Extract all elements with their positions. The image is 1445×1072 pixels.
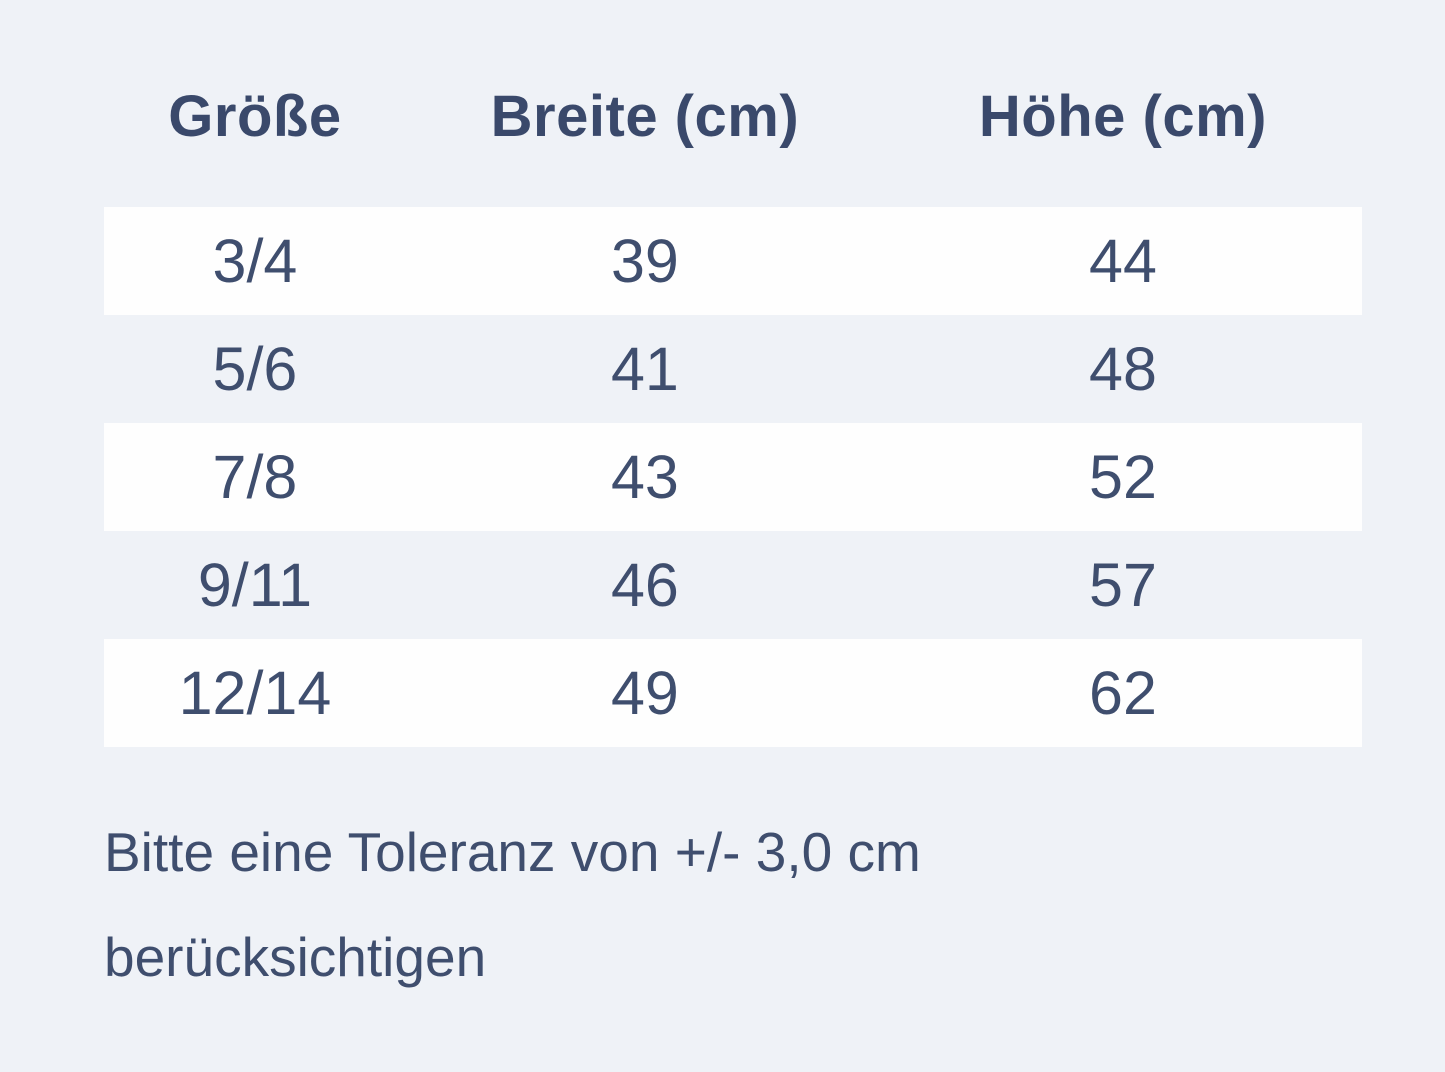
cell-breite: 41	[610, 335, 679, 403]
table-row: 7/8 43 52	[104, 423, 1362, 531]
cell-size: 3/4	[212, 227, 298, 295]
cell-hoehe: 48	[1089, 335, 1157, 403]
size-chart-body: 3/4 39 44 5/6 41 48 7/8 43 52 9/11 46 57…	[104, 207, 1362, 747]
tolerance-note-line2: berücksichtigen	[104, 926, 487, 988]
cell-breite: 46	[610, 551, 679, 619]
cell-breite: 49	[610, 659, 679, 727]
cell-size: 5/6	[212, 335, 298, 403]
cell-breite: 43	[610, 443, 679, 511]
cell-hoehe: 52	[1089, 443, 1157, 511]
size-chart-header: Größe Breite (cm) Höhe (cm)	[104, 62, 1362, 170]
cell-hoehe: 44	[1089, 227, 1157, 295]
header-breite: Breite (cm)	[490, 83, 800, 149]
cell-breite: 39	[610, 227, 679, 295]
header-hoehe: Höhe (cm)	[978, 83, 1267, 149]
cell-hoehe: 57	[1089, 551, 1157, 619]
table-row: 12/14 49 62	[104, 639, 1362, 747]
cell-hoehe: 62	[1089, 659, 1157, 727]
cell-size: 7/8	[212, 443, 298, 511]
tolerance-note-line1: Bitte eine Toleranz von +/- 3,0 cm	[104, 821, 921, 883]
table-row: 3/4 39 44	[104, 207, 1362, 315]
cell-size: 12/14	[178, 659, 332, 727]
size-chart: Größe Breite (cm) Höhe (cm) 3/4 39 44 5/…	[104, 62, 1362, 1010]
table-row: 5/6 41 48	[104, 315, 1362, 423]
header-groesse: Größe	[168, 83, 342, 149]
tolerance-note: Bitte eine Toleranz von +/- 3,0 cm berüc…	[104, 800, 1362, 1010]
cell-size: 9/11	[197, 551, 313, 619]
table-row: 9/11 46 57	[104, 531, 1362, 639]
